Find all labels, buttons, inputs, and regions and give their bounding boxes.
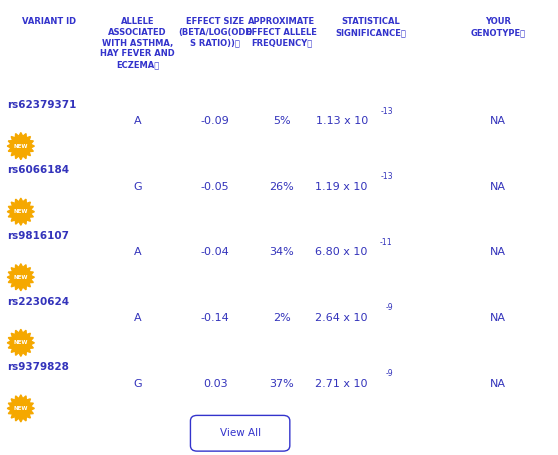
Text: NA: NA	[490, 116, 506, 126]
Text: -13: -13	[380, 107, 393, 116]
Text: -11: -11	[380, 238, 393, 247]
Text: rs2230624: rs2230624	[7, 297, 69, 307]
Polygon shape	[7, 329, 35, 356]
Text: NA: NA	[490, 248, 506, 258]
Text: NEW: NEW	[13, 209, 28, 214]
Text: View All: View All	[219, 428, 261, 438]
Text: NEW: NEW	[13, 340, 28, 345]
Text: -0.04: -0.04	[201, 248, 229, 258]
Text: A: A	[133, 313, 141, 323]
Text: 1.19 x 10: 1.19 x 10	[315, 182, 368, 192]
Text: 5%: 5%	[273, 116, 291, 126]
Text: -9: -9	[385, 369, 393, 378]
Text: G: G	[133, 182, 142, 192]
Text: -13: -13	[380, 172, 393, 182]
Text: rs62379371: rs62379371	[7, 100, 76, 110]
Polygon shape	[7, 395, 35, 422]
Text: 0.03: 0.03	[203, 379, 228, 389]
Text: A: A	[133, 248, 141, 258]
Text: rs9816107: rs9816107	[7, 231, 69, 241]
Text: rs6066184: rs6066184	[7, 166, 69, 176]
Text: G: G	[133, 379, 142, 389]
Text: NEW: NEW	[13, 144, 28, 149]
Text: 37%: 37%	[270, 379, 294, 389]
Text: -0.05: -0.05	[201, 182, 229, 192]
Text: 6.80 x 10: 6.80 x 10	[315, 248, 368, 258]
Text: -0.09: -0.09	[201, 116, 229, 126]
Text: YOUR
GENOTYPEⓘ: YOUR GENOTYPEⓘ	[471, 17, 526, 37]
Text: NA: NA	[490, 182, 506, 192]
Text: 2.71 x 10: 2.71 x 10	[315, 379, 368, 389]
Text: 26%: 26%	[270, 182, 294, 192]
Text: 2%: 2%	[273, 313, 291, 323]
Text: NEW: NEW	[13, 406, 28, 411]
Text: -9: -9	[385, 303, 393, 313]
Text: 34%: 34%	[270, 248, 294, 258]
Text: A: A	[133, 116, 141, 126]
Text: NA: NA	[490, 313, 506, 323]
FancyBboxPatch shape	[190, 415, 290, 451]
Text: 2.64 x 10: 2.64 x 10	[315, 313, 368, 323]
Polygon shape	[7, 198, 35, 225]
Text: NEW: NEW	[13, 275, 28, 280]
Polygon shape	[7, 132, 35, 160]
Text: STATISTICAL
SIGNIFICANCEⓘ: STATISTICAL SIGNIFICANCEⓘ	[335, 17, 406, 37]
Text: NA: NA	[490, 379, 506, 389]
Text: 1.13 x 10: 1.13 x 10	[316, 116, 368, 126]
Polygon shape	[7, 264, 35, 291]
Text: VARIANT ID: VARIANT ID	[22, 17, 76, 26]
Text: APPROXIMATE
EFFECT ALLELE
FREQUENCYⓘ: APPROXIMATE EFFECT ALLELE FREQUENCYⓘ	[246, 17, 317, 48]
Text: ALLELE
ASSOCIATED
WITH ASTHMA,
HAY FEVER AND
ECZEMAⓘ: ALLELE ASSOCIATED WITH ASTHMA, HAY FEVER…	[100, 17, 175, 69]
Text: EFFECT SIZE
(BETA/LOG(ODD
S RATIO))ⓘ: EFFECT SIZE (BETA/LOG(ODD S RATIO))ⓘ	[178, 17, 252, 48]
Text: rs9379828: rs9379828	[7, 362, 69, 372]
Text: -0.14: -0.14	[201, 313, 229, 323]
